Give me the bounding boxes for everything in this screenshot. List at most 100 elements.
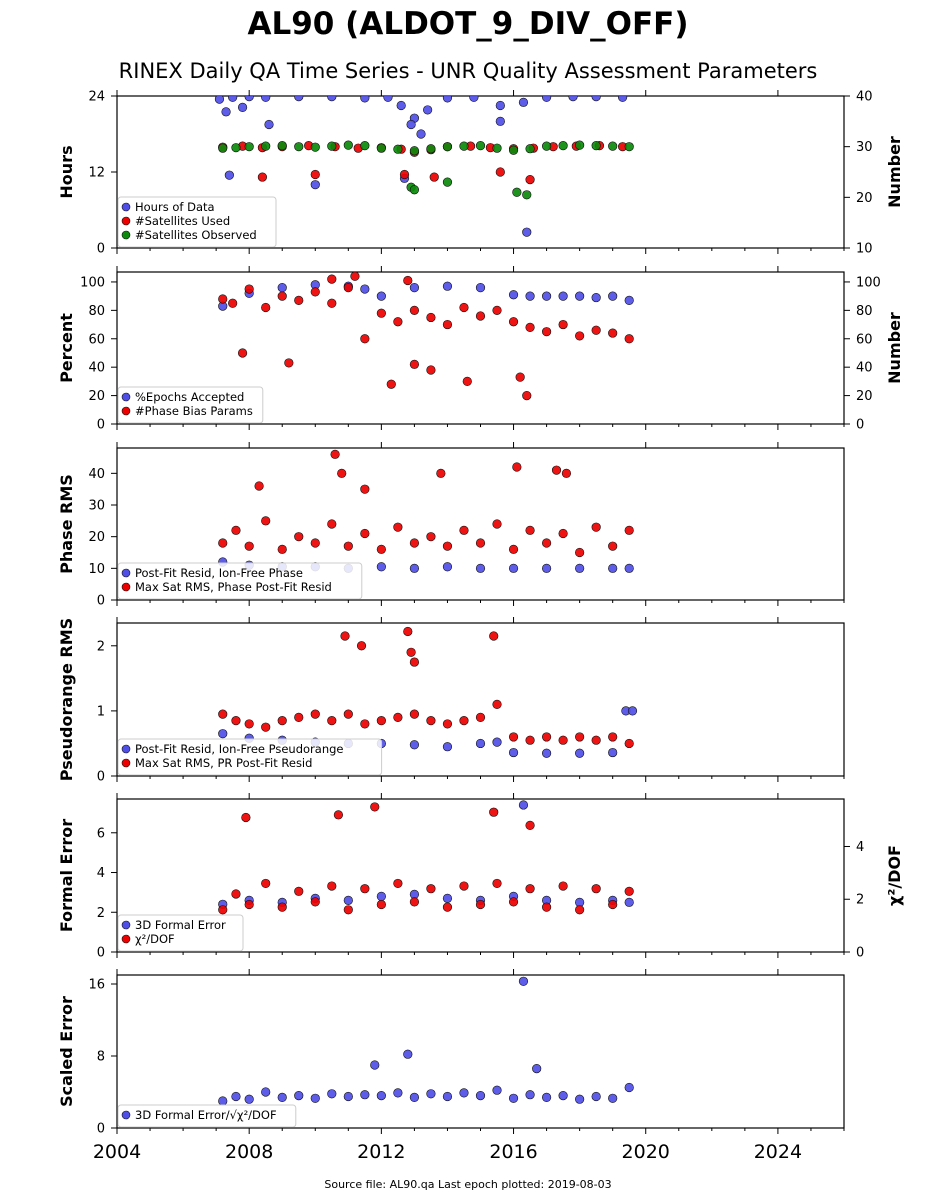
data-point: [489, 807, 499, 817]
data-point: [360, 141, 370, 151]
data-point: [406, 119, 416, 130]
data-point: [426, 365, 436, 375]
y-tick-label-left: 30: [88, 499, 105, 514]
panel-percent: 0 20 40 60 80 100 0 20 40 60 80 100 Percent Number %Ep…: [57, 266, 904, 433]
y-tick-label-right: 2: [856, 893, 864, 908]
data-point: [224, 170, 234, 180]
legend-marker: [121, 920, 131, 930]
source-footer: Source file: AL90.qa Last epoch plotted:…: [324, 1178, 611, 1191]
data-point: [376, 716, 386, 726]
data-point: [261, 1087, 271, 1097]
data-point: [459, 1088, 469, 1098]
data-point: [508, 897, 519, 907]
data-point: [459, 881, 469, 891]
data-point: [541, 327, 552, 337]
data-point: [310, 287, 320, 297]
data-point: [525, 322, 535, 333]
data-point: [624, 886, 634, 896]
legend-label: Post-Fit Resid, Ion-Free Phase: [135, 566, 303, 580]
data-point: [492, 519, 502, 529]
legend-label: 3D Formal Error: [135, 918, 226, 932]
data-point: [508, 145, 519, 155]
data-point: [294, 295, 304, 306]
data-point: [360, 1090, 370, 1100]
data-point: [475, 283, 486, 293]
y-axis-label: Hours: [57, 145, 76, 198]
data-point: [310, 1093, 320, 1103]
data-point: [558, 735, 568, 745]
y-axis-label: Formal Error: [57, 819, 76, 932]
data-point: [442, 96, 453, 103]
data-point: [343, 895, 353, 905]
data-point: [492, 737, 502, 747]
data-point: [356, 641, 367, 651]
data-point: [624, 334, 634, 344]
data-point: [512, 462, 522, 472]
data-point: [591, 884, 601, 894]
data-point: [343, 709, 353, 719]
data-point: [360, 528, 370, 539]
legend-label: Max Sat RMS, PR Post-Fit Resid: [135, 756, 312, 770]
data-point: [376, 1090, 386, 1101]
data-point: [608, 899, 618, 910]
data-point: [575, 1094, 585, 1104]
legend-marker: [121, 582, 131, 592]
data-point: [522, 390, 532, 401]
data-point: [561, 468, 572, 478]
data-point: [340, 631, 350, 641]
legend-label: #Satellites Used: [135, 214, 230, 228]
y-tick-label-left: 0: [97, 418, 105, 433]
y-tick-label-left: 0: [97, 1122, 105, 1137]
data-point: [442, 177, 453, 187]
data-point: [475, 899, 486, 910]
data-point: [261, 96, 271, 102]
data-point: [393, 1088, 403, 1098]
data-point: [393, 878, 403, 889]
data-point: [518, 97, 529, 107]
data-point: [261, 302, 271, 313]
data-point: [277, 141, 287, 151]
data-point: [475, 712, 486, 723]
y-tick-label-left: 2: [97, 639, 105, 654]
y-axis-label: Phase RMS: [57, 474, 76, 574]
data-point: [624, 142, 634, 152]
legend: %Epochs Accepted#Phase Bias Params: [117, 386, 264, 424]
data-point: [558, 1090, 568, 1101]
legend-label: #Satellites Observed: [135, 228, 257, 242]
data-point: [310, 709, 320, 719]
data-point: [396, 100, 406, 111]
data-point: [475, 1090, 486, 1101]
data-point: [310, 169, 320, 180]
data-point: [327, 881, 337, 891]
data-point: [541, 748, 552, 758]
data-point: [409, 359, 420, 369]
data-point: [532, 1063, 542, 1074]
data-point: [343, 140, 353, 150]
data-point: [241, 812, 251, 823]
data-point: [393, 712, 403, 723]
data-point: [261, 878, 271, 889]
data-point: [261, 722, 271, 732]
data-point: [294, 1090, 304, 1101]
data-point: [624, 897, 634, 907]
data-point: [409, 305, 420, 315]
data-point: [508, 317, 519, 327]
data-point: [327, 96, 337, 102]
data-point: [624, 1082, 634, 1093]
data-point: [327, 298, 337, 308]
data-point: [409, 897, 420, 907]
data-point: [383, 96, 393, 102]
data-point: [337, 468, 347, 478]
data-point: [459, 141, 469, 151]
data-point: [442, 281, 453, 291]
y2-axis-label: Number: [885, 136, 904, 208]
data-point: [218, 709, 228, 719]
data-point: [343, 1091, 353, 1102]
data-point: [541, 563, 552, 573]
data-point: [393, 317, 403, 327]
data-point: [475, 738, 486, 749]
data-point: [376, 143, 386, 153]
data-point: [327, 716, 337, 726]
data-point: [495, 116, 505, 126]
